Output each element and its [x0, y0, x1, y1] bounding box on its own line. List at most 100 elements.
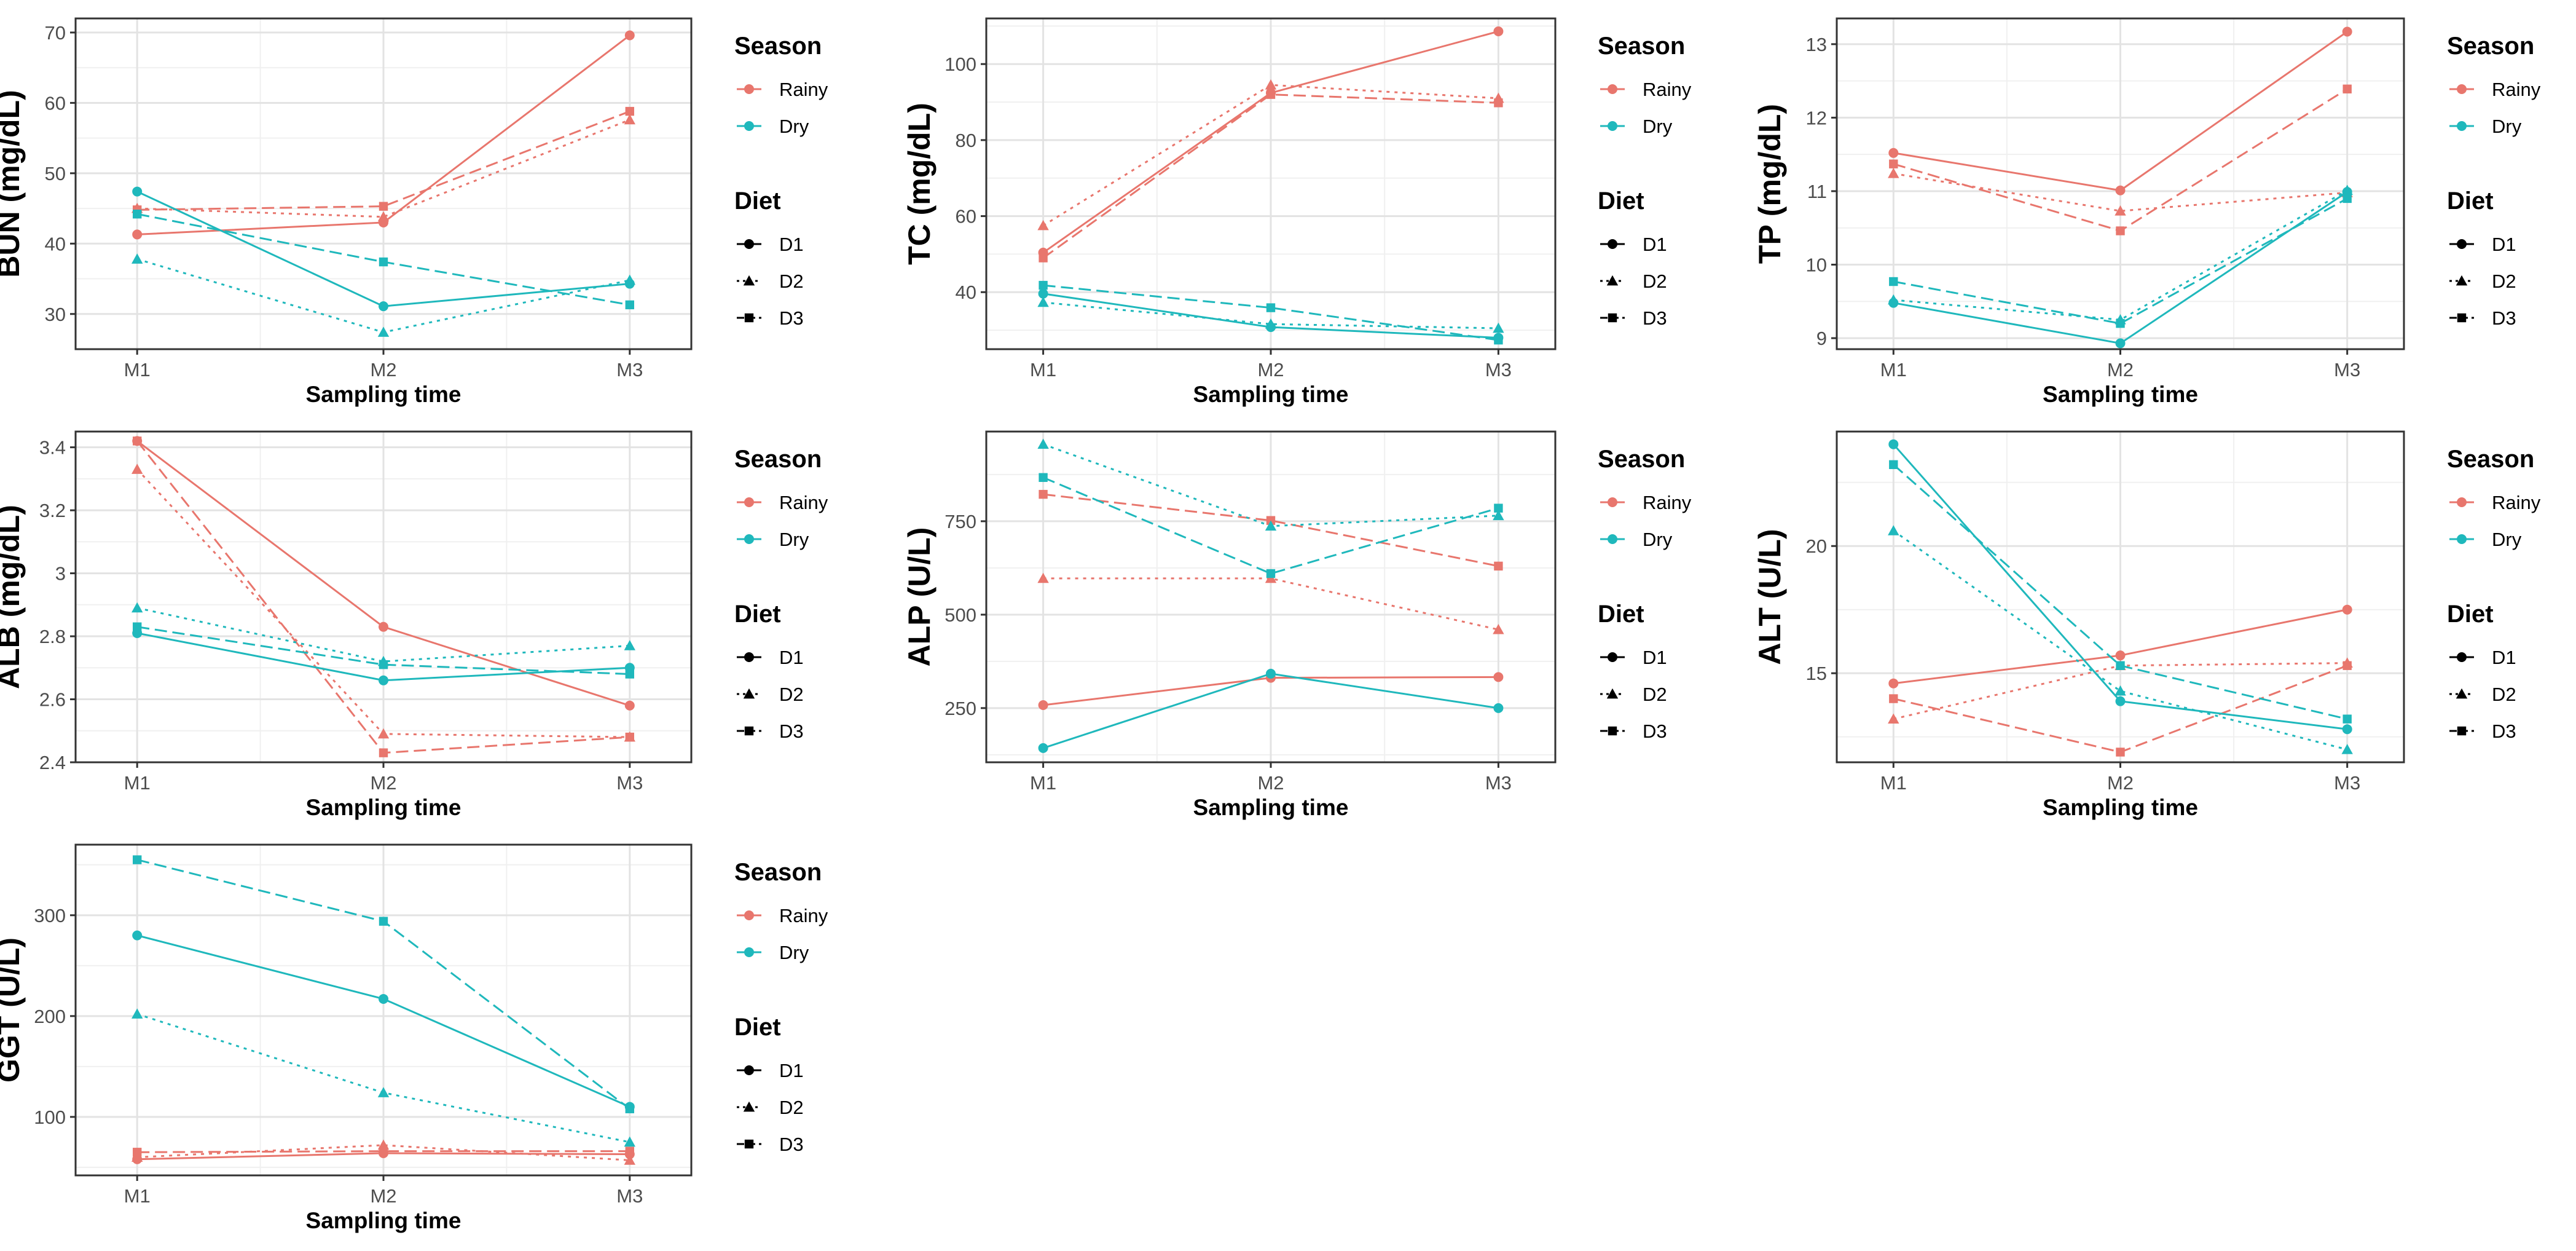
data-point-dry-d3 [1039, 473, 1048, 482]
legend-label-d1: D1 [2492, 647, 2516, 668]
legend-title-diet: Diet [1598, 601, 1644, 628]
legend-title-diet: Diet [1598, 187, 1644, 215]
y-axis-title: ALB (mg/dL) [0, 505, 26, 689]
data-point-rainy-d2 [377, 211, 390, 222]
y-tick-label: 200 [34, 1006, 66, 1027]
data-point-dry-d2 [377, 326, 390, 337]
data-point-dry-d3 [2342, 714, 2352, 724]
x-axis-title: Sampling time [306, 1208, 461, 1233]
y-tick-label: 250 [944, 698, 976, 719]
data-point-rainy-d3 [2342, 661, 2352, 670]
y-tick-label: 100 [34, 1107, 66, 1128]
legend-key-point [2456, 688, 2468, 699]
x-tick-label: M2 [370, 1185, 396, 1207]
y-tick-label: 3 [55, 563, 66, 585]
data-point-rainy-d3 [1494, 561, 1503, 571]
data-point-dry-d1 [379, 301, 388, 312]
data-point-dry-d3 [625, 300, 634, 310]
data-point-dry-d1 [132, 930, 143, 941]
data-point-rainy-d1 [2342, 26, 2352, 37]
data-point-rainy-d2 [1265, 79, 1277, 90]
y-tick-label: 3.2 [39, 500, 66, 521]
x-tick-label: M2 [2107, 772, 2134, 794]
data-point-dry-d1 [1888, 439, 1899, 449]
x-tick-label: M3 [616, 1185, 643, 1207]
data-point-rainy-d3 [1889, 694, 1898, 703]
data-point-dry-d2 [1037, 438, 1049, 449]
data-point-dry-d1 [132, 186, 143, 197]
data-point-dry-d1 [2115, 696, 2126, 706]
legend-key-point [1608, 497, 1617, 507]
data-point-dry-d2 [624, 274, 635, 285]
legend-label-d3: D3 [2492, 720, 2516, 742]
x-tick-label: M1 [124, 359, 151, 381]
x-tick-label: M2 [1257, 359, 1284, 381]
data-point-rainy-d3 [2116, 748, 2125, 757]
legend-label-rainy: Rainy [1643, 79, 1692, 100]
series-line-rainy-d2 [137, 1144, 630, 1161]
legend-key-point [743, 275, 755, 286]
legend-label-dry: Dry [1643, 529, 1673, 550]
panel-tc: 40 60 80 100 M1 M2 M3 Sampling time TC (mg/dL) Se… [902, 17, 1692, 407]
x-axis-title: Sampling time [1193, 382, 1349, 407]
data-point-dry-d3 [133, 622, 142, 631]
data-point-rainy-d3 [2342, 84, 2352, 93]
data-point-rainy-d2 [624, 114, 635, 125]
legend-label-d3: D3 [779, 307, 804, 329]
data-point-dry-d1 [1038, 743, 1048, 753]
legend-title-diet: Diet [2447, 601, 2494, 628]
data-point-dry-d3 [379, 660, 388, 669]
data-point-rainy-d3 [2116, 226, 2125, 235]
data-point-dry-d3 [2342, 194, 2352, 203]
legend-key-point [2456, 275, 2468, 286]
legend-label-d1: D1 [779, 234, 804, 255]
legend-label-d2: D2 [1643, 684, 1667, 705]
data-point-dry-d3 [625, 1104, 634, 1113]
data-point-dry-d2 [2115, 685, 2126, 696]
data-point-rainy-d2 [377, 728, 390, 739]
y-tick-label: 10 [1806, 255, 1827, 276]
y-tick-label: 300 [34, 905, 66, 926]
legend-label-d2: D2 [2492, 684, 2516, 705]
data-point-dry-d1 [379, 675, 388, 685]
x-tick-label: M1 [1030, 359, 1056, 381]
legend-key-point [744, 947, 754, 957]
data-point-dry-d2 [1037, 296, 1049, 307]
y-tick-label: 100 [944, 53, 976, 75]
y-tick-label: 60 [45, 92, 66, 114]
legend-key-point [744, 1065, 754, 1075]
x-tick-label: M1 [1030, 772, 1056, 794]
legend-label-d1: D1 [779, 647, 804, 668]
data-point-rainy-d1 [2115, 185, 2126, 195]
legend-label-d3: D3 [779, 720, 804, 742]
legend-title-season: Season [734, 446, 822, 473]
data-point-dry-d2 [132, 602, 143, 613]
series-line-dry-d3 [1043, 284, 1499, 341]
y-tick-label: 60 [956, 206, 976, 227]
data-point-dry-d2 [1493, 510, 1504, 521]
data-point-rainy-d3 [1266, 90, 1276, 99]
y-tick-label: 2.6 [39, 689, 66, 711]
x-tick-label: M2 [2107, 359, 2134, 381]
data-point-dry-d2 [1265, 520, 1277, 531]
legend-title-diet: Diet [734, 1014, 781, 1041]
data-point-rainy-d3 [625, 732, 634, 742]
x-tick-label: M3 [616, 772, 643, 794]
legend-label-d1: D1 [1643, 234, 1667, 255]
data-point-rainy-d1 [1493, 672, 1504, 682]
legend-label-d3: D3 [1643, 720, 1667, 742]
data-point-rainy-d2 [624, 1154, 635, 1165]
y-tick-label: 750 [944, 511, 976, 532]
data-point-dry-d1 [1266, 668, 1276, 679]
x-tick-label: M2 [370, 772, 396, 794]
data-point-dry-d2 [1265, 318, 1277, 329]
data-point-dry-d1 [1038, 288, 1048, 299]
legend-title-diet: Diet [734, 601, 781, 628]
data-point-rainy-d3 [379, 1146, 388, 1156]
data-point-dry-d1 [379, 993, 388, 1004]
legend-key-point [2457, 313, 2467, 323]
legend-key-point [1608, 84, 1617, 94]
legend: Season Rainy Dry Diet D1 D2 D3 [2447, 33, 2541, 329]
legend-key-point [744, 84, 754, 94]
